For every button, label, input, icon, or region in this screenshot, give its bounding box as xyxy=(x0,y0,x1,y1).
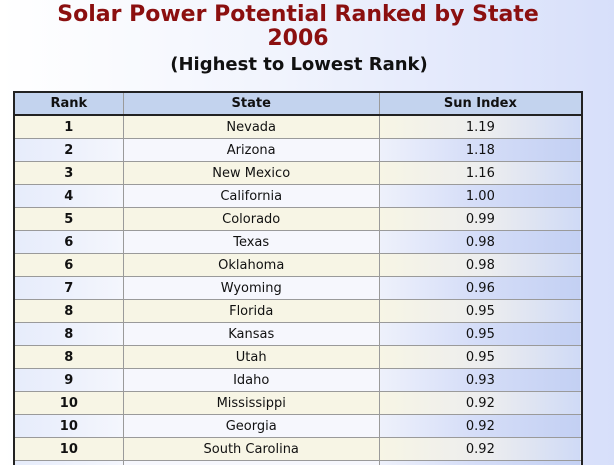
state-cell: Mississippi xyxy=(122,391,380,415)
sun-index-cell: 0.95 xyxy=(378,299,583,323)
state-cell: Arizona xyxy=(122,138,380,162)
state-cell: Nevada xyxy=(122,114,380,139)
solar-ranking-table: Rank State Sun Index 1 Nevada 1.19 2 Arizona… xyxy=(13,91,583,465)
rank-cell: 10 xyxy=(13,414,124,438)
rank-cell: 2 xyxy=(13,138,124,162)
rank-cell: 6 xyxy=(13,230,124,254)
sun-index-cell: 0.92 xyxy=(378,437,583,461)
partial-cell xyxy=(378,460,583,465)
sun-index-cell: 0.96 xyxy=(378,276,583,300)
rank-cell: 10 xyxy=(13,391,124,415)
table-row: 8 Utah 0.95 xyxy=(13,345,583,369)
sun-index-cell: 1.18 xyxy=(378,138,583,162)
table-row: 5 Colorado 0.99 xyxy=(13,207,583,231)
table-row: 10 South Carolina 0.92 xyxy=(13,437,583,461)
sun-index-cell: 0.99 xyxy=(378,207,583,231)
table-row-partial xyxy=(13,460,583,465)
sun-index-cell: 1.19 xyxy=(378,114,583,139)
table-row: 7 Wyoming 0.96 xyxy=(13,276,583,300)
table-row: 3 New Mexico 1.16 xyxy=(13,161,583,185)
rank-cell: 8 xyxy=(13,345,124,369)
table-row: 1 Nevada 1.19 xyxy=(13,114,583,139)
column-header-rank: Rank xyxy=(13,91,124,116)
rank-cell: 7 xyxy=(13,276,124,300)
table-header: Rank State Sun Index xyxy=(13,91,583,116)
rank-cell: 1 xyxy=(13,114,124,139)
sun-index-cell: 0.98 xyxy=(378,253,583,277)
partial-cell xyxy=(13,460,124,465)
partial-cell xyxy=(122,460,380,465)
table-row: 6 Texas 0.98 xyxy=(13,230,583,254)
state-cell: Kansas xyxy=(122,322,380,346)
column-header-sun-index: Sun Index xyxy=(378,91,583,116)
rank-cell: 10 xyxy=(13,437,124,461)
state-cell: Wyoming xyxy=(122,276,380,300)
state-cell: Texas xyxy=(122,230,380,254)
sun-index-cell: 0.92 xyxy=(378,414,583,438)
state-cell: Utah xyxy=(122,345,380,369)
rank-cell: 6 xyxy=(13,253,124,277)
rank-cell: 3 xyxy=(13,161,124,185)
rank-cell: 4 xyxy=(13,184,124,208)
state-cell: Colorado xyxy=(122,207,380,231)
table-row: 2 Arizona 1.18 xyxy=(13,138,583,162)
table-row: 8 Kansas 0.95 xyxy=(13,322,583,346)
rank-cell: 9 xyxy=(13,368,124,392)
state-cell: Georgia xyxy=(122,414,380,438)
sun-index-cell: 0.98 xyxy=(378,230,583,254)
table-row: 6 Oklahoma 0.98 xyxy=(13,253,583,277)
sun-index-cell: 0.95 xyxy=(378,345,583,369)
sun-index-cell: 0.93 xyxy=(378,368,583,392)
rank-cell: 8 xyxy=(13,299,124,323)
column-header-state: State xyxy=(122,91,380,116)
table-row: 9 Idaho 0.93 xyxy=(13,368,583,392)
table-row: 8 Florida 0.95 xyxy=(13,299,583,323)
rank-cell: 8 xyxy=(13,322,124,346)
sun-index-cell: 1.16 xyxy=(378,161,583,185)
table-body: 1 Nevada 1.19 2 Arizona 1.18 3 New Mexico 1.16 4 C… xyxy=(13,114,583,465)
page-subtitle: (Highest to Lowest Rank) xyxy=(170,54,428,75)
header-row: Rank State Sun Index xyxy=(13,91,583,116)
sun-index-cell: 0.92 xyxy=(378,391,583,415)
sun-index-cell: 0.95 xyxy=(378,322,583,346)
sun-index-cell: 1.00 xyxy=(378,184,583,208)
state-cell: New Mexico xyxy=(122,161,380,185)
state-cell: Oklahoma xyxy=(122,253,380,277)
state-cell: California xyxy=(122,184,380,208)
table-row: 10 Georgia 0.92 xyxy=(13,414,583,438)
state-cell: Florida xyxy=(122,299,380,323)
rank-cell: 5 xyxy=(13,207,124,231)
table-row: 4 California 1.00 xyxy=(13,184,583,208)
page-title-year: 2006 xyxy=(267,26,329,51)
page-title: Solar Power Potential Ranked by State xyxy=(57,2,539,27)
state-cell: South Carolina xyxy=(122,437,380,461)
state-cell: Idaho xyxy=(122,368,380,392)
table-row: 10 Mississippi 0.92 xyxy=(13,391,583,415)
